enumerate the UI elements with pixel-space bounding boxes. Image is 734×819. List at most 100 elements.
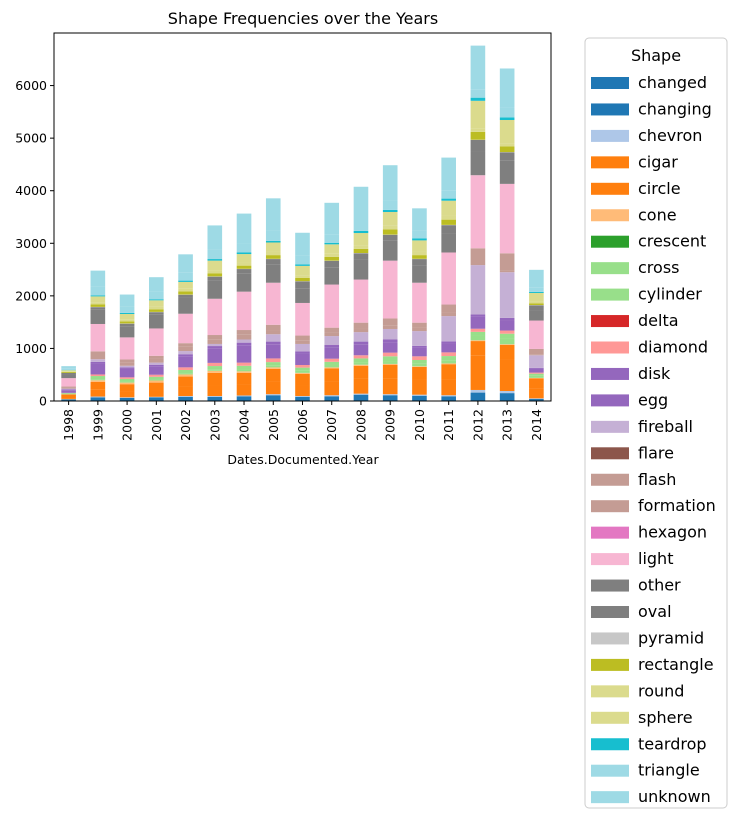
bar-segment-unknown-1998 <box>61 366 76 369</box>
bar-segment-cylinder-2000 <box>119 378 135 382</box>
bar-segment-chevron-2000 <box>119 397 135 398</box>
bar-segment-changing-2011 <box>441 396 456 401</box>
x-tick-label-2003: 2003 <box>207 409 222 441</box>
x-tick-label-2013: 2013 <box>500 409 515 441</box>
bar-segment-teardrop-2001 <box>149 299 164 301</box>
legend-swatch-pyramid <box>591 632 629 645</box>
bar-segment-cylinder-2006 <box>295 367 310 371</box>
bar-segment-sphere-2014 <box>529 292 544 302</box>
bar-segment-cigar-2008 <box>353 378 369 394</box>
bar-segment-rectangle-2002 <box>178 291 193 295</box>
bar-segment-teardrop-2003 <box>207 259 223 261</box>
bar-segment-flash-2001 <box>149 358 164 363</box>
bar-segment-formation-2002 <box>178 343 193 347</box>
bar-segment-formation-2014 <box>529 348 544 355</box>
bar-segment-light-2012 <box>470 175 486 249</box>
bar-segment-teardrop-2005 <box>265 240 281 243</box>
bar-segment-light-2013 <box>499 183 515 254</box>
x-tick-label-2010: 2010 <box>412 409 427 441</box>
bar-segment-circle-2004 <box>236 372 252 385</box>
bar-segment-chevron-2008 <box>353 393 369 395</box>
legend-label-oval: oval <box>638 602 672 621</box>
bar-segment-changing-2002 <box>178 396 193 401</box>
bar-segment-disk-2005 <box>265 344 281 359</box>
bar-segment-changing-2010 <box>412 395 427 401</box>
bar-segment-oval-2005 <box>265 259 281 265</box>
bar-segment-round-2012 <box>470 128 486 132</box>
bar-segment-teardrop-1999 <box>90 295 106 297</box>
bar-segment-fireball-2013 <box>499 272 515 318</box>
legend-label-chevron: chevron <box>638 126 702 145</box>
bar-segment-unknown-2013 <box>499 68 515 108</box>
bar-segment-disk-2010 <box>412 347 427 357</box>
y-tick-label-6000: 6000 <box>15 78 47 93</box>
bar-segment-light-2005 <box>265 282 281 325</box>
bar-segment-disk-2001 <box>149 366 164 375</box>
bar-segment-light-2010 <box>412 282 427 323</box>
bar-segment-fireball-2000 <box>119 365 135 368</box>
bar-segment-diamond-2001 <box>149 374 164 377</box>
bar-segment-fireball-2014 <box>529 355 544 368</box>
legend-swatch-light <box>591 553 629 566</box>
bar-segment-cylinder-2005 <box>265 362 281 366</box>
bar-segment-cross-2003 <box>207 369 223 371</box>
bar-segment-diamond-2012 <box>470 328 486 332</box>
x-tick-label-2000: 2000 <box>120 409 135 441</box>
bar-segment-diamond-2013 <box>499 330 515 334</box>
legend-swatch-flare <box>591 447 629 460</box>
legend-label-changed: changed <box>638 73 707 92</box>
bar-segment-round-2005 <box>265 251 281 256</box>
bar-segment-fireball-2011 <box>441 316 456 342</box>
bar-segment-rectangle-2008 <box>353 248 369 254</box>
bar-segment-fireball-2012 <box>470 265 486 315</box>
bar-segment-rectangle-2009 <box>382 229 398 235</box>
bar-segment-changing-2004 <box>236 396 252 401</box>
bar-segment-other-2011 <box>441 233 456 253</box>
bar-segment-unknown-2001 <box>149 277 164 292</box>
bar-segment-flash-2011 <box>441 312 456 317</box>
legend-label-formation: formation <box>638 496 716 515</box>
bar-segment-formation-2008 <box>353 322 369 329</box>
bar-segment-circle-2014 <box>529 378 544 389</box>
bar-segment-teardrop-2006 <box>295 264 310 266</box>
bar-segment-unknown-2011 <box>441 157 456 191</box>
bar-segment-disk-2011 <box>441 343 456 353</box>
bar-segment-other-2013 <box>499 160 515 184</box>
bar-segment-rectangle-2006 <box>295 277 310 282</box>
bar-segment-oval-2013 <box>499 152 515 161</box>
bar-segment-teardrop-2007 <box>324 242 340 245</box>
bar-segment-flash-2013 <box>499 270 515 273</box>
legend-swatch-cone <box>591 209 629 222</box>
bar-segment-circle-2011 <box>441 364 456 380</box>
bar-segment-disk-1999 <box>90 363 106 375</box>
legend-swatch-rectangle <box>591 658 629 671</box>
bar-segment-egg-2010 <box>412 345 427 348</box>
bar-segment-cylinder-2014 <box>529 373 544 376</box>
bar-segment-changing-2007 <box>324 396 340 401</box>
bar-segment-other-2000 <box>119 326 135 338</box>
legend-label-crescent: crescent <box>638 232 706 251</box>
bar-segment-chevron-2003 <box>207 396 223 397</box>
bar-segment-cylinder-2001 <box>149 376 164 380</box>
bar-segment-unknown-2009 <box>382 165 398 201</box>
legend-label-circle: circle <box>638 179 681 198</box>
bar-segment-flash-2007 <box>324 332 340 337</box>
bar-segment-formation-2003 <box>207 335 223 340</box>
bar-segment-formation-1998 <box>61 386 76 388</box>
bar-segment-egg-2002 <box>178 354 193 357</box>
bar-segment-egg-2001 <box>149 364 164 367</box>
bar-segment-disk-2009 <box>382 342 398 353</box>
bar-segment-changing-2014 <box>529 398 544 401</box>
bar-segment-triangle-2009 <box>382 200 398 210</box>
bar-segment-cigar-2004 <box>236 384 252 396</box>
bar-segment-disk-2012 <box>470 316 486 329</box>
bar-segment-unknown-2004 <box>236 213 252 244</box>
legend-swatch-chevron <box>591 129 629 142</box>
bar-segment-round-1999 <box>90 302 106 305</box>
bar-segment-triangle-2014 <box>529 287 544 292</box>
bar-segment-other-2004 <box>236 273 252 292</box>
bar-segment-unknown-1999 <box>90 270 106 287</box>
bar-segment-diamond-2002 <box>178 367 193 370</box>
bar-segment-diamond-2009 <box>382 352 398 357</box>
bar-segment-egg-1999 <box>90 361 106 364</box>
